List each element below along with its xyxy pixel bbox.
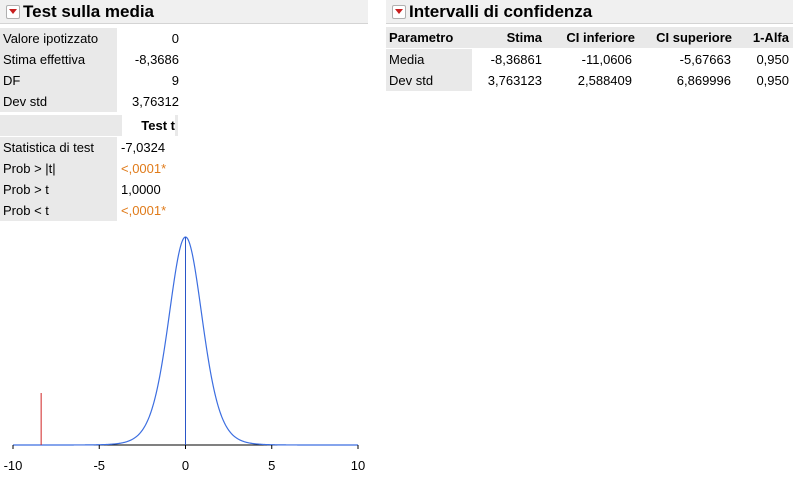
t-test-value: <,0001* — [121, 203, 167, 218]
summary-value: 0 — [171, 31, 179, 46]
summary-row: Dev std 3,76312 — [0, 91, 185, 112]
test-panel-title: Test sulla media — [23, 1, 155, 21]
ci-column-header-alpha: 1-Alfa — [752, 30, 789, 45]
x-axis-tick-label: 5 — [268, 458, 275, 473]
summary-value: 9 — [171, 73, 179, 88]
test-panel-header: Test sulla media — [0, 0, 368, 24]
summary-label: Dev std — [0, 91, 117, 112]
t-test-row: Statistica di test -7,0324 — [0, 137, 178, 158]
x-axis-tick-label: -5 — [93, 458, 105, 473]
ci-column-header-upper: CI superiore — [656, 30, 732, 45]
t-test-label: Prob > t — [0, 179, 117, 200]
t-test-label: Prob > |t| — [0, 158, 117, 179]
t-test-row: Prob > |t| <,0001* — [0, 158, 178, 179]
t-test-value: 1,0000 — [121, 182, 161, 197]
ci-cell-upper: 6,869996 — [676, 73, 731, 88]
x-axis-tick-label: -10 — [4, 458, 23, 473]
summary-label: Stima effettiva — [0, 49, 117, 70]
summary-row: Stima effettiva -8,3686 — [0, 49, 185, 70]
ci-column-header-lower: CI inferiore — [566, 30, 635, 45]
red-triangle-icon — [9, 9, 17, 14]
ci-cell-alpha: 0,950 — [756, 73, 789, 88]
ci-cell-estimate: 3,763123 — [487, 73, 542, 88]
t-test-row: Prob > t 1,0000 — [0, 179, 178, 200]
ci-param-label: Dev std — [386, 70, 472, 91]
ci-cell-lower: 2,588409 — [577, 73, 632, 88]
ci-param-label: Media — [386, 49, 472, 70]
ci-cell-alpha: 0,950 — [756, 52, 789, 67]
t-test-value: -7,0324 — [121, 140, 166, 155]
ci-cell-upper: -5,67663 — [679, 52, 731, 67]
t-test-column-header: Test t — [122, 115, 175, 136]
t-test-label: Statistica di test — [0, 137, 117, 158]
summary-value: 3,76312 — [132, 94, 179, 109]
ci-column-header-parameter: Parametro — [389, 30, 454, 45]
red-triangle-icon — [395, 9, 403, 14]
ci-panel-menu-button[interactable] — [392, 4, 406, 19]
ci-column-header-estimate: Stima — [506, 30, 542, 45]
summary-value: -8,3686 — [134, 52, 179, 67]
ci-header-row — [386, 27, 793, 48]
x-axis-tick-label: 0 — [182, 458, 189, 473]
x-axis-tick-label: 10 — [351, 458, 365, 473]
t-distribution-plot: -10 -5 0 5 10 — [4, 236, 365, 473]
summary-row: Valore ipotizzato 0 — [0, 28, 185, 49]
test-panel-menu-button[interactable] — [6, 4, 20, 19]
ci-panel-header: Intervalli di confidenza — [386, 0, 793, 24]
ci-cell-lower: -11,0606 — [581, 52, 632, 67]
t-test-value: <,0001* — [121, 161, 167, 176]
t-test-label: Prob < t — [0, 200, 117, 221]
ci-panel-title: Intervalli di confidenza — [409, 1, 593, 21]
summary-label: DF — [0, 70, 117, 91]
summary-row: DF 9 — [0, 70, 185, 91]
t-test-row: Prob < t <,0001* — [0, 200, 178, 221]
summary-label: Valore ipotizzato — [0, 28, 117, 49]
ci-cell-estimate: -8,36861 — [490, 52, 542, 67]
